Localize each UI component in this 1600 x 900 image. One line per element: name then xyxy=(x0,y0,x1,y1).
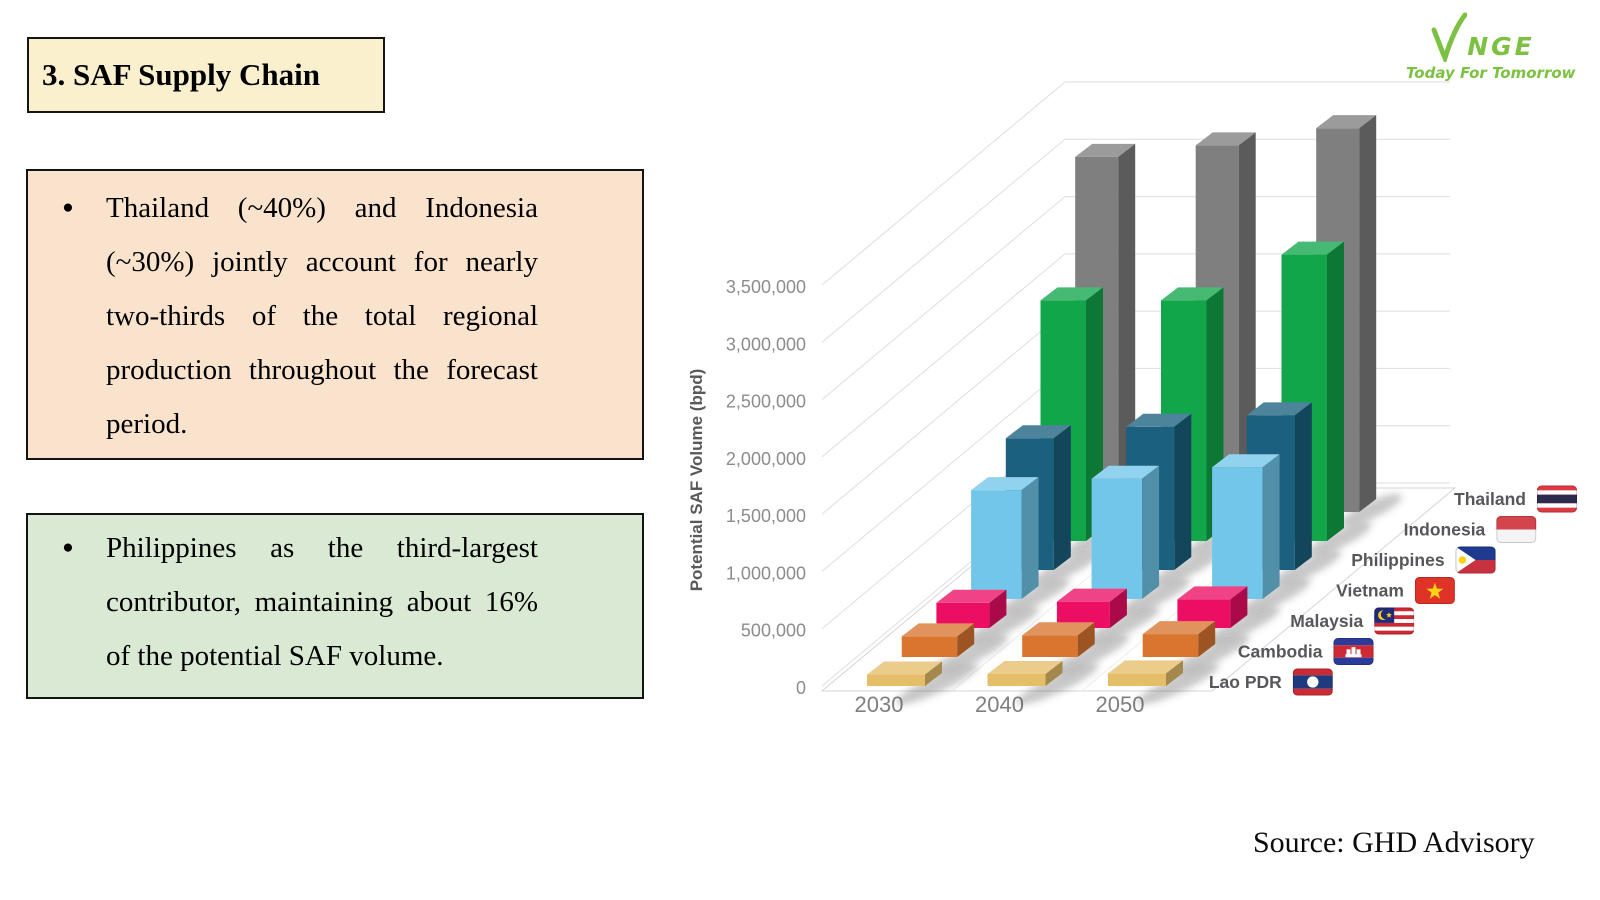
bar-shadow xyxy=(895,663,979,705)
bar-shadow xyxy=(929,635,1009,675)
philippines-flag-icon xyxy=(1455,546,1496,574)
series-row-philippines xyxy=(1005,402,1341,586)
y-tick-label: 2,000,000 xyxy=(726,449,806,469)
bar-shadow xyxy=(997,578,1070,616)
bar-shadow xyxy=(1016,663,1099,705)
y-axis-title: Potential SAF Volume (bpd) xyxy=(687,369,706,592)
series-row-lao-pdr xyxy=(867,660,1220,705)
bar-lao-pdr-2040 xyxy=(987,660,1063,686)
slide-title: 3. SAF Supply Chain xyxy=(42,57,320,92)
bar-lao-pdr-2030 xyxy=(867,661,942,686)
bar-shadow xyxy=(1118,578,1190,616)
y-tick-label: 500,000 xyxy=(741,621,806,641)
y-tick-label: 1,500,000 xyxy=(726,506,806,526)
vnge-logo: NGE Today For Tomorrow xyxy=(1406,10,1576,82)
y-tick-label: 3,000,000 xyxy=(726,334,806,354)
bar-shadow xyxy=(1136,663,1220,705)
bar-shadow xyxy=(1084,606,1160,646)
bullet-icon: ● xyxy=(62,197,74,218)
bar-shadow xyxy=(1031,550,1100,586)
bar-lao-pdr-2050 xyxy=(1108,660,1183,686)
legend-item-thailand: Thailand xyxy=(1454,485,1577,513)
bar-shadow xyxy=(1204,606,1281,646)
series-row-cambodia xyxy=(901,621,1250,675)
logo-brand-text: NGE xyxy=(1467,32,1535,61)
bar-vietnam-2040 xyxy=(1091,465,1160,599)
legend-label-lao-pdr: Lao PDR xyxy=(1209,672,1282,692)
slide-title-box: 3. SAF Supply Chain xyxy=(27,37,385,113)
key-point-box-production-share: ● Thailand (~40%) and Indonesia (~30%) j… xyxy=(26,169,644,460)
bar-vietnam-2050 xyxy=(1212,454,1280,599)
bar-shadow xyxy=(1272,550,1341,586)
legend-item-indonesia: Indonesia xyxy=(1404,516,1537,543)
bar-malaysia-2040 xyxy=(1056,588,1127,628)
bar-shadow xyxy=(1238,578,1311,616)
bar-cambodia-2040 xyxy=(1022,622,1095,657)
y-tick-label: 1,000,000 xyxy=(726,563,806,583)
bar-cambodia-2050 xyxy=(1142,621,1216,657)
key-point-text-production-share: Thailand (~40%) and Indonesia (~30%) joi… xyxy=(106,192,538,440)
bar-shadow xyxy=(1340,493,1402,527)
series-row-vietnam xyxy=(971,454,1311,616)
y-tick-label: 0 xyxy=(796,678,806,698)
cambodia-flag-icon xyxy=(1333,638,1374,665)
saf-3d-bar-chart: 0 500,000 1,000,000 1,500,000 2,000,000 2,500… xyxy=(687,81,1577,717)
bar-shadow xyxy=(1152,550,1221,586)
bar-vietnam-2030 xyxy=(971,477,1039,599)
x-tick-label-2040: 2040 xyxy=(975,692,1024,717)
x-tick-label-2050: 2050 xyxy=(1096,692,1145,717)
key-point-box-philippines: ● Philippines as the third-largest contr… xyxy=(26,513,644,699)
source-caption: Source: GHD Advisory xyxy=(1253,826,1535,859)
bar-shadow xyxy=(1170,635,1250,675)
legend-item-malaysia: Malaysia xyxy=(1290,607,1415,635)
legend-label-vietnam: Vietnam xyxy=(1336,581,1404,601)
bar-malaysia-2030 xyxy=(936,589,1007,628)
legend-item-lao-pdr: Lao PDR xyxy=(1209,668,1333,696)
thailand-flag-icon xyxy=(1537,485,1577,513)
legend-label-indonesia: Indonesia xyxy=(1404,520,1486,540)
x-tick-label-2030: 2030 xyxy=(855,692,904,717)
vietnam-flag-icon xyxy=(1414,577,1455,604)
legend-label-malaysia: Malaysia xyxy=(1290,611,1363,631)
bullet-icon: ● xyxy=(62,537,74,558)
malaysia-flag-icon xyxy=(1374,607,1415,635)
y-tick-label: 2,500,000 xyxy=(726,392,806,412)
indonesia-flag-icon xyxy=(1496,516,1537,543)
bar-shadow xyxy=(963,606,1040,646)
bar-shadow xyxy=(1050,635,1130,675)
v-checkmark-icon xyxy=(1431,12,1468,62)
legend-item-vietnam: Vietnam xyxy=(1336,577,1455,604)
chart-legend: Thailand Indonesia Philippines Vietnam Malay… xyxy=(1209,485,1577,696)
logo-brand-row: NGE xyxy=(1406,10,1558,62)
series-row-indonesia xyxy=(1040,241,1372,556)
legend-item-philippines: Philippines xyxy=(1351,546,1496,574)
logo-tagline: Today For Tomorrow xyxy=(1406,64,1576,82)
bar-cambodia-2030 xyxy=(901,623,975,657)
y-tick-label: 3,500,000 xyxy=(726,277,806,297)
legend-label-cambodia: Cambodia xyxy=(1238,642,1323,662)
lao-pdr-flag-icon xyxy=(1292,668,1333,696)
key-point-text-philippines: Philippines as the third-largest contrib… xyxy=(106,532,538,672)
legend-item-cambodia: Cambodia xyxy=(1238,638,1374,665)
bar-shadow xyxy=(1306,522,1372,556)
legend-label-thailand: Thailand xyxy=(1454,489,1526,509)
legend-label-philippines: Philippines xyxy=(1351,550,1445,570)
